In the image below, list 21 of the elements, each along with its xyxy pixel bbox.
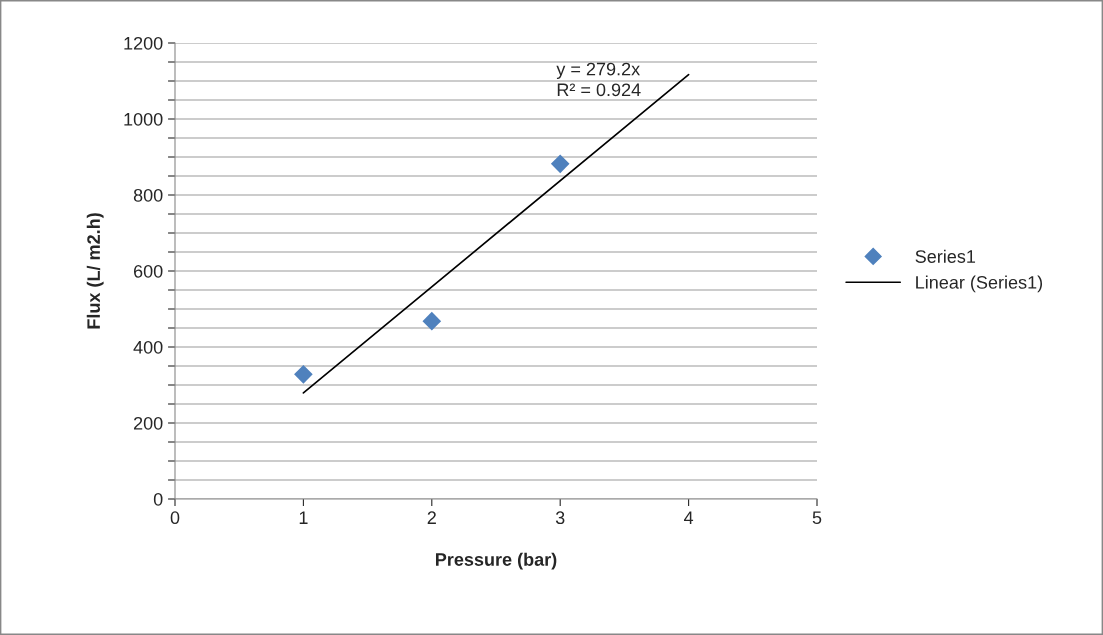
y-tick-label: 800 xyxy=(133,188,163,202)
x-tick-label: 1 xyxy=(299,511,308,524)
x-tick-label: 0 xyxy=(170,511,180,525)
point xyxy=(550,154,570,174)
point xyxy=(422,311,442,331)
y-axis-title: Flux (L/ m2.h) xyxy=(86,213,104,329)
x-tick-label: 2 xyxy=(427,511,436,524)
point xyxy=(294,365,313,384)
y-tick-label: 0 xyxy=(153,492,163,506)
y-tick-label: 1200 xyxy=(124,36,163,50)
x-tick-label: 3 xyxy=(555,511,565,525)
x-axis-title: Pressure (bar) xyxy=(435,552,557,570)
annotation: y = 279.2x R² = 0.924 xyxy=(556,62,641,97)
legend-label: Linear (Series1) xyxy=(916,275,1043,293)
y-tick-label: 200 xyxy=(133,416,163,430)
y-tick-label: 600 xyxy=(133,264,163,278)
y-tick-label: 1000 xyxy=(124,112,163,126)
legend-label: Series1 xyxy=(915,249,976,263)
x-tick-label: 4 xyxy=(683,511,694,524)
y-tick-label: 400 xyxy=(133,340,163,354)
x-tick-label: 5 xyxy=(812,511,822,525)
